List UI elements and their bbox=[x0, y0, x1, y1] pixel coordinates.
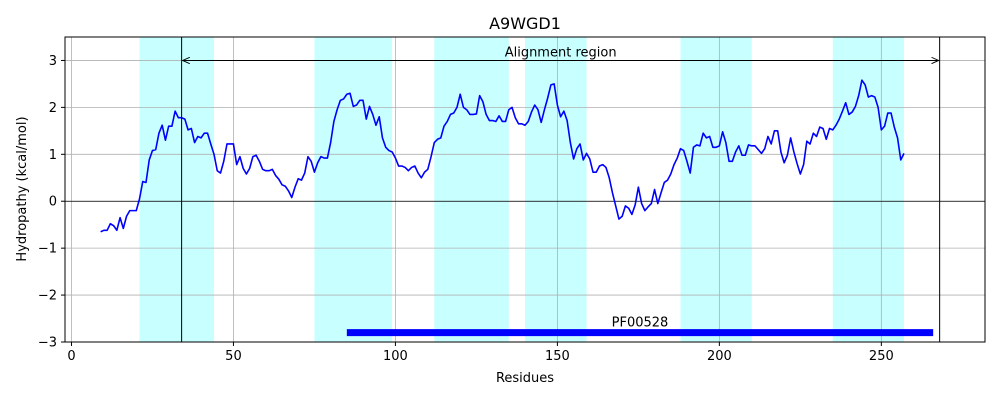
domain-label: PF00528 bbox=[612, 316, 669, 331]
y-axis-label: Hydropathy (kcal/mol) bbox=[15, 116, 30, 261]
shaded-regions bbox=[139, 37, 905, 342]
x-tick-label: 0 bbox=[67, 349, 75, 364]
x-tick-label: 250 bbox=[869, 349, 894, 364]
y-tick-label: 3 bbox=[49, 54, 57, 69]
x-axis-label: Residues bbox=[496, 371, 554, 386]
series-group bbox=[100, 79, 905, 233]
y-tick-label: 2 bbox=[49, 101, 57, 116]
hydropathy-line bbox=[100, 79, 905, 233]
y-tick-label: 1 bbox=[49, 148, 57, 163]
plot-frame bbox=[64, 36, 986, 343]
alignment-label: Alignment region bbox=[505, 45, 617, 60]
shaded-region-4 bbox=[525, 37, 587, 342]
x-tick-label: 50 bbox=[225, 349, 242, 364]
shaded-region-5 bbox=[680, 37, 752, 342]
chart-title: A9WGD1 bbox=[489, 14, 561, 33]
shaded-region-6 bbox=[832, 37, 905, 342]
shaded-region-1 bbox=[139, 37, 215, 342]
x-tick-label: 100 bbox=[383, 349, 408, 364]
y-tick-label: −3 bbox=[38, 336, 57, 351]
y-tick-label: −1 bbox=[38, 242, 57, 257]
x-tick-label: 200 bbox=[707, 349, 732, 364]
annotations: Alignment region PF00528 bbox=[183, 45, 939, 337]
shaded-region-3 bbox=[434, 37, 509, 342]
vertical-lines bbox=[181, 37, 941, 342]
axis-ticks: 0 50 100 150 200 250 −3 −2 −1 0 1 2 3 bbox=[38, 54, 894, 364]
domain-bar bbox=[346, 329, 934, 337]
shaded-region-2 bbox=[314, 37, 393, 342]
y-tick-label: 0 bbox=[49, 195, 57, 210]
x-tick-label: 150 bbox=[545, 349, 570, 364]
y-tick-label: −2 bbox=[38, 289, 57, 304]
